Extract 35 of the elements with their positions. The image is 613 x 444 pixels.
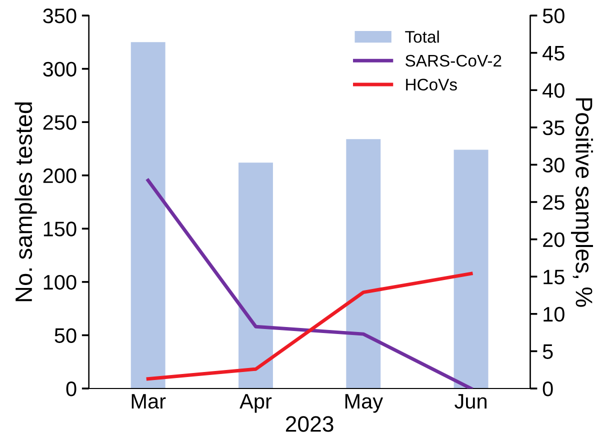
y2-tick-label: 5: [542, 344, 553, 359]
y-tick-label: 250: [43, 115, 76, 130]
y2-tick-label: 45: [542, 46, 564, 61]
y2-axis-title: Positive samples, %: [570, 98, 593, 307]
bar: [454, 150, 488, 388]
y-tick-label: 150: [44, 222, 76, 236]
x-tick-label: May: [345, 394, 384, 413]
line-series: [146, 272, 473, 381]
y-tick-label: 0: [66, 382, 76, 396]
x-tick-label: Jun: [454, 394, 486, 409]
y-axis-title: No. samples tested: [14, 102, 37, 302]
x-tick-label: Mar: [132, 394, 166, 409]
y-tick-label: 50: [54, 328, 76, 343]
x-axis-title: 2023: [286, 416, 334, 432]
bar: [130, 42, 166, 388]
legend-label: HCoVs: [406, 78, 457, 91]
y2-tick-label: 50: [542, 8, 564, 24]
y2-tick-label: 35: [542, 120, 564, 136]
y2-tick-label: 30: [542, 158, 564, 172]
bar: [346, 139, 381, 388]
y2-tick-label: 40: [542, 83, 564, 98]
bar: [238, 162, 273, 388]
y2-tick-label: 0: [542, 382, 553, 396]
line-series: [146, 178, 473, 388]
y2-tick-label: 15: [544, 270, 564, 284]
y-tick-label: 350: [43, 8, 76, 24]
y2-tick-label: 10: [544, 306, 564, 322]
legend-label: SARS-CoV-2: [406, 54, 502, 67]
x-tick-label: Apr: [240, 394, 272, 413]
y-tick-label: 200: [43, 168, 76, 184]
y2-tick-label: 25: [543, 195, 564, 210]
y2-tick-label: 20: [543, 232, 564, 248]
y-tick-label: 100: [44, 274, 76, 290]
y-tick-label: 300: [43, 62, 76, 77]
legend-label: Total: [405, 30, 439, 43]
